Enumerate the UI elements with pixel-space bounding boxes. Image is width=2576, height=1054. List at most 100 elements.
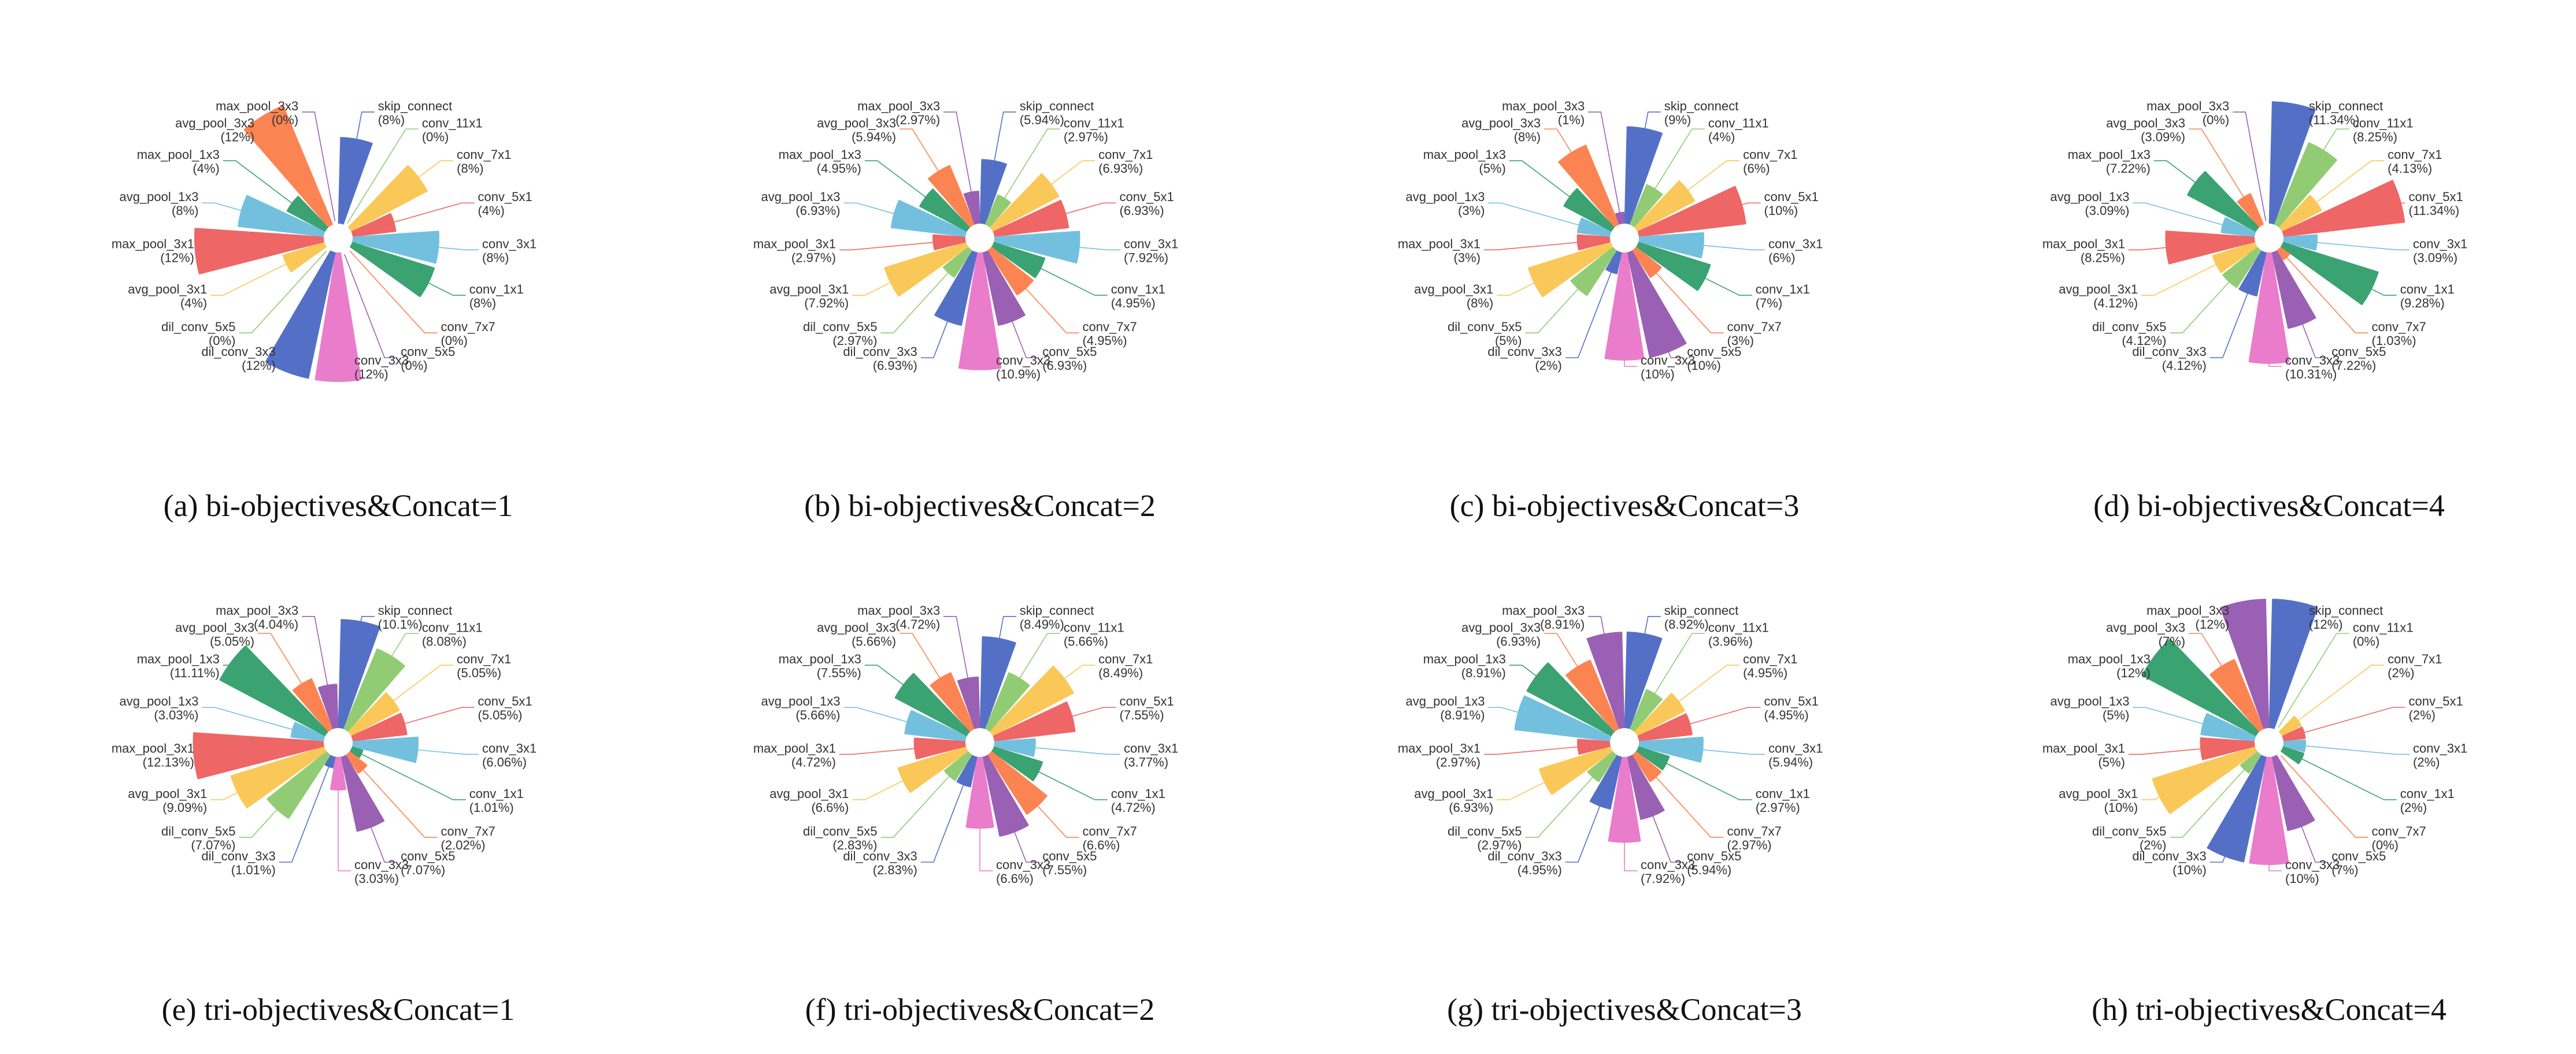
- rose-slice-max-pool-3x1: [1576, 234, 1611, 251]
- slice-value-label: (8%): [378, 113, 405, 127]
- slice-label: avg_pool_3x3: [1461, 620, 1541, 634]
- slice-label: dil_conv_5x5: [1448, 824, 1522, 838]
- rose-slice-max-pool-3x1: [913, 737, 966, 760]
- slice-value-label: (7%): [1756, 296, 1782, 310]
- slice-label: conv_5x5: [1042, 344, 1097, 359]
- slice-value-label: (12%): [220, 129, 254, 144]
- rose-slice-skip-connect: [979, 636, 1016, 729]
- slice-value-label: (12%): [160, 250, 194, 265]
- leader-line: [2282, 160, 2385, 228]
- slice-label: max_pool_3x1: [753, 236, 836, 251]
- slice-value-label: (2.97%): [1436, 755, 1481, 769]
- slice-value-label: (8.08%): [422, 634, 467, 648]
- slice-value-label: (8.49%): [1098, 666, 1143, 680]
- rose-slice-avg-pool-3x1: [230, 746, 327, 809]
- leader-line: [996, 202, 1116, 234]
- slice-label: conv_5x5: [2331, 849, 2386, 863]
- slice-value-label: (3.77%): [1124, 755, 1168, 769]
- leader-line: [338, 255, 351, 367]
- slice-value-label: (4.72%): [791, 755, 836, 769]
- slice-label: skip_connect: [378, 603, 452, 618]
- rose-slice-max-pool-3x1: [2200, 737, 2255, 760]
- leader-line: [997, 239, 1121, 251]
- leader-line: [2286, 743, 2410, 755]
- slice-label: conv_5x1: [1120, 694, 1174, 708]
- leader-line: [2278, 128, 2349, 224]
- rose-slice-avg-pool-1x3: [904, 710, 967, 741]
- slice-label: conv_11x1: [1708, 620, 1769, 634]
- slice-label: dil_conv_3x3: [2132, 344, 2206, 359]
- slice-value-label: (9.09%): [162, 800, 207, 815]
- leader-line: [986, 254, 1039, 358]
- slice-value-label: (1%): [1558, 113, 1585, 127]
- slice-label: max_pool_3x1: [2042, 741, 2125, 755]
- rose-slice-max-pool-3x3: [317, 684, 339, 729]
- rose-slice-skip-connect: [1624, 126, 1663, 225]
- slice-value-label: (7.22%): [2106, 161, 2151, 176]
- leader-line: [1635, 250, 1724, 333]
- slice-value-label: (10.9%): [996, 367, 1041, 381]
- rose-slice-conv-5x1: [993, 701, 1076, 741]
- leader-line: [302, 615, 336, 726]
- rose-slice-conv-5x5: [2271, 755, 2315, 832]
- leader-line: [349, 250, 438, 333]
- leader-line: [347, 633, 419, 728]
- slice-value-label: (2.83%): [832, 838, 877, 852]
- slice-value-label: (8.91%): [1440, 708, 1485, 722]
- slice-value-label: (5%): [2098, 755, 2125, 769]
- slice-value-label: (2.02%): [441, 838, 486, 852]
- slice-value-label: (4.95%): [1764, 708, 1809, 722]
- slice-label: max_pool_1x3: [779, 147, 861, 162]
- slice-label: dil_conv_3x3: [1487, 849, 1561, 863]
- rose-slice-avg-pool-3x1: [1527, 242, 1613, 298]
- rose-chart-f: skip_connect(8.49%) conv_11x1(5.66%)conv_…: [753, 603, 1178, 1027]
- rose-slice-conv-7x1: [989, 173, 1060, 232]
- slice-value-label: (7%): [2159, 634, 2185, 648]
- slice-label: max_pool_3x1: [112, 741, 194, 755]
- leader-line: [839, 743, 963, 755]
- slice-value-label: (7%): [2331, 863, 2358, 877]
- slice-value-label: (3%): [1453, 250, 1480, 265]
- rose-slice-max-pool-3x3: [2220, 599, 2270, 729]
- slice-label: conv_7x1: [457, 147, 511, 162]
- slice-value-label: (6.93%): [1098, 161, 1143, 176]
- rose-slice-conv-7x1: [989, 665, 1074, 736]
- slice-label: conv_3x1: [1768, 236, 1823, 251]
- rose-slice-max-pool-3x1: [2165, 230, 2255, 265]
- subfigure-caption: (d) bi-objectives&Concat=4: [2093, 488, 2445, 523]
- leader-line: [995, 245, 1108, 296]
- leader-line: [1641, 239, 1766, 251]
- slice-value-label: (1.01%): [231, 863, 276, 877]
- slice-value-label: (6.6%): [811, 800, 849, 815]
- leader-line: [1497, 749, 1609, 800]
- leader-line: [355, 239, 479, 251]
- slice-value-label: (2.97%): [791, 250, 836, 265]
- leader-line: [1588, 111, 1622, 221]
- rose-slice-conv-5x1: [1637, 713, 1693, 741]
- leader-line: [2271, 111, 2305, 221]
- slice-value-label: (4.12%): [2122, 333, 2166, 348]
- slice-value-label: (4.72%): [1111, 800, 1156, 815]
- slice-label: conv_11x1: [2353, 116, 2414, 130]
- slice-value-label: (6.6%): [996, 871, 1034, 886]
- slice-label: dil_conv_5x5: [1448, 320, 1522, 334]
- slice-label: max_pool_1x3: [2068, 652, 2151, 666]
- slice-value-label: (4%): [180, 296, 207, 310]
- leader-line: [2189, 633, 2260, 728]
- leader-line: [900, 633, 971, 728]
- slice-value-label: (0%): [272, 113, 298, 127]
- leader-line: [210, 749, 323, 800]
- slice-value-label: (3%): [1727, 333, 1754, 348]
- slice-label: conv_3x1: [482, 236, 536, 251]
- subfigure-caption: (g) tri-objectives&Concat=3: [1447, 992, 1802, 1027]
- slice-value-label: (4.95%): [1518, 863, 1562, 877]
- slice-label: dil_conv_3x3: [843, 344, 917, 359]
- rose-chart-h: skip_connect(12%) conv_11x1(0%)conv_7x1(2…: [2042, 599, 2467, 1027]
- slice-label: dil_conv_5x5: [161, 320, 235, 334]
- leader-line: [997, 743, 1121, 755]
- slice-value-label: (8.25%): [2353, 129, 2397, 144]
- leader-line: [354, 202, 475, 234]
- slice-label: conv_11x1: [1064, 620, 1124, 634]
- slice-value-label: (7.92%): [1124, 250, 1168, 265]
- slice-value-label: (0%): [441, 333, 468, 348]
